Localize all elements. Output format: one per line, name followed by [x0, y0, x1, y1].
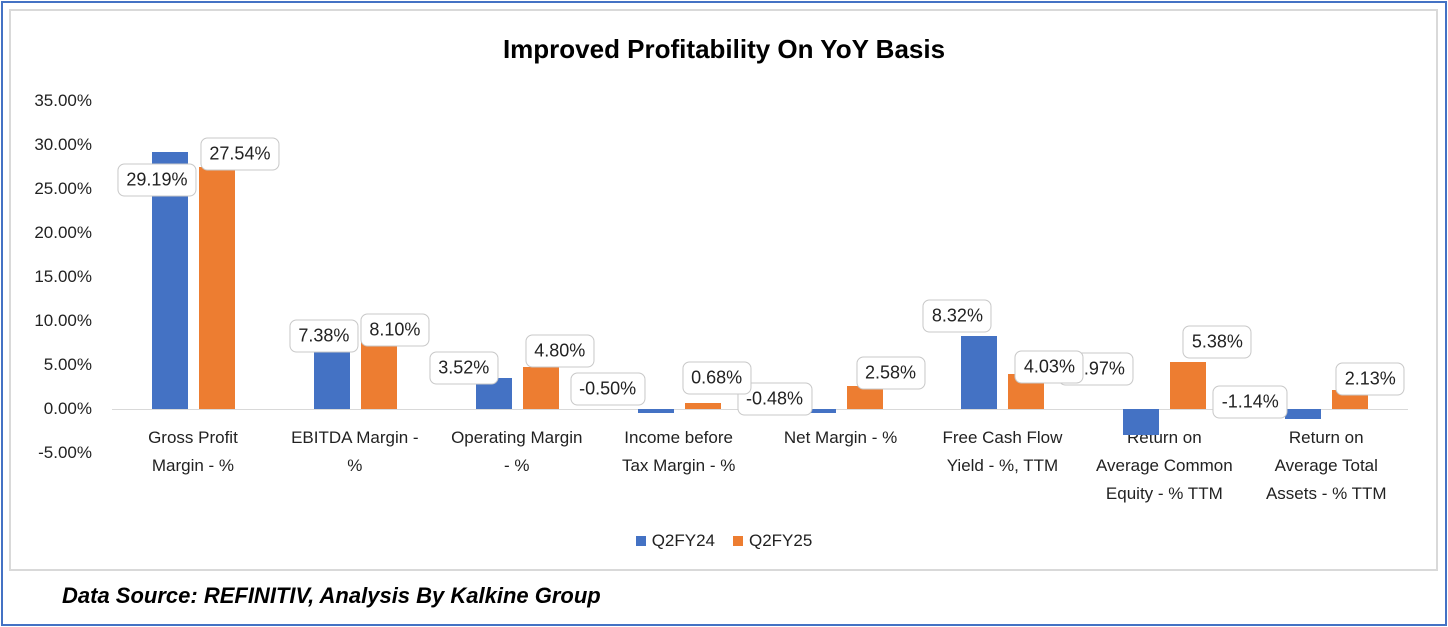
bar-q2fy24 [1123, 409, 1160, 436]
bar-q2fy24 [1285, 409, 1322, 420]
data-label: 4.80% [525, 334, 595, 368]
bar-q2fy25 [522, 366, 559, 409]
y-tick-label: 5.00% [43, 355, 92, 374]
x-tick-label: Income before Tax Margin - % [621, 428, 736, 475]
x-tick-label: Gross Profit Margin - % [148, 428, 238, 475]
chart-title: Improved Profitability On YoY Basis [502, 34, 946, 64]
y-tick-label: 20.00% [34, 223, 92, 242]
x-tick-label: Net Margin - % [783, 428, 898, 447]
y-tick-label: 35.00% [34, 91, 92, 110]
legend-item-q2fy25: Q2FY25 [733, 531, 812, 551]
legend-swatch [733, 536, 743, 546]
data-label: 7.38% [289, 319, 359, 353]
legend-swatch [635, 536, 646, 546]
bar-q2fy24 [961, 335, 998, 409]
legend-label: Q2FY25 [749, 531, 813, 550]
bar-q2fy25 [846, 386, 883, 409]
x-tick-label: Return on Average Total Assets - % TTM [1265, 428, 1387, 503]
x-tick-label: EBITDA Margin - % [291, 428, 419, 475]
x-tick-label: Operating Margin - % [451, 428, 583, 475]
data-label: 0.68% [682, 361, 752, 395]
legend-label: Q2FY24 [651, 531, 715, 550]
footnote: Data Source: REFINITIV, Analysis By Kalk… [62, 583, 601, 608]
y-tick-label: 10.00% [34, 311, 92, 330]
x-tick-label: Return on Average Common Equity - % TTM [1095, 428, 1233, 503]
data-label: -0.48% [737, 382, 813, 416]
bar-q2fy25 [198, 166, 235, 409]
y-tick-label: 30.00% [34, 135, 92, 154]
bar-q2fy24 [313, 344, 350, 409]
data-label: 2.13% [1335, 362, 1405, 396]
y-tick-label: -5.00% [38, 443, 92, 462]
y-tick-label: 25.00% [34, 179, 92, 198]
x-tick-label: Free Cash Flow Yield - %, TTM [942, 428, 1063, 475]
bar-q2fy25 [684, 403, 721, 409]
data-label: 5.38% [1182, 325, 1252, 359]
data-label: -1.14% [1212, 385, 1288, 419]
data-label: 27.54% [200, 137, 280, 171]
y-tick-label: 15.00% [34, 267, 92, 286]
y-tick-label: 0.00% [43, 399, 92, 418]
data-label: 2.58% [856, 356, 926, 390]
data-label: 4.03% [1014, 350, 1084, 384]
chart-area [9, 9, 1438, 571]
bar-q2fy24 [799, 409, 836, 414]
data-label: 8.32% [922, 299, 992, 333]
legend: Q2FY24 Q2FY25 [0, 531, 1448, 551]
bar-q2fy25 [1170, 361, 1207, 409]
data-label: 8.10% [360, 313, 430, 347]
legend-item-q2fy24: Q2FY24 [635, 531, 715, 551]
bar-q2fy24 [637, 409, 674, 414]
data-label: 29.19% [117, 163, 197, 197]
data-label: -0.50% [570, 372, 646, 406]
data-label: 3.52% [429, 351, 499, 385]
bar-q2fy25 [360, 337, 397, 409]
